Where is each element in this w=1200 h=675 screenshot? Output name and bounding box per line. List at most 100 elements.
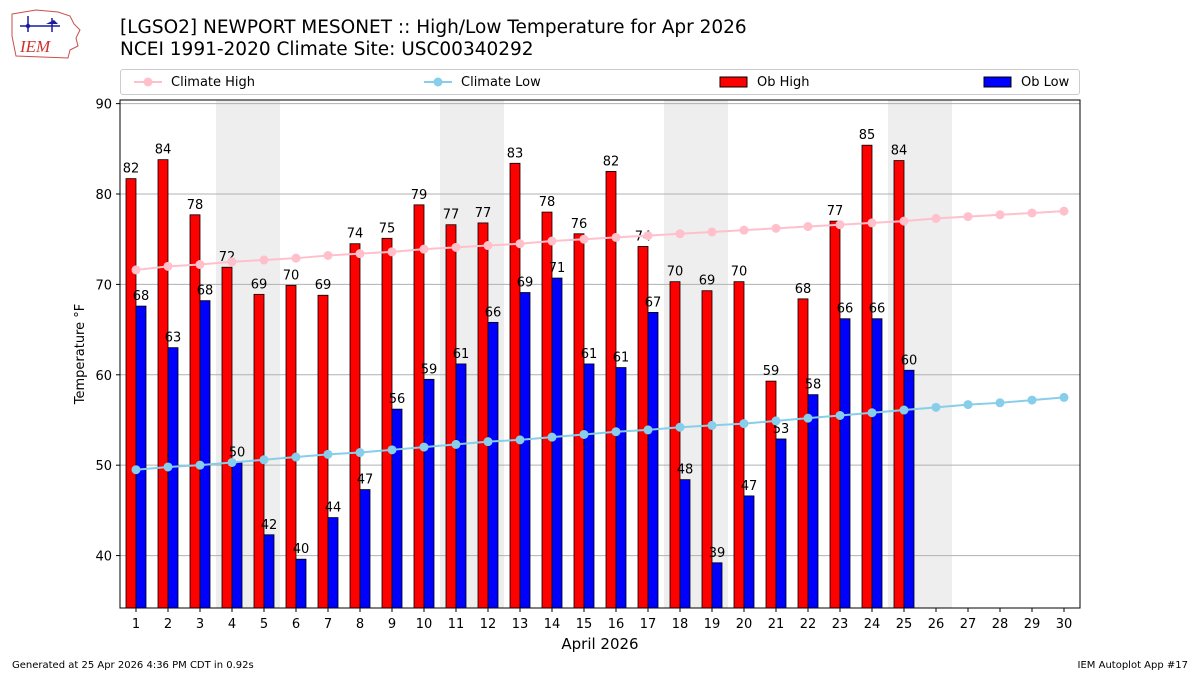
- climate-low-point-day-30: [1059, 392, 1069, 402]
- ob-high-label-day-15: 76: [571, 217, 588, 232]
- ob-high-label-day-9: 75: [379, 221, 396, 236]
- ob-high-bar-day-21: [765, 380, 777, 609]
- ob-high-label-day-18: 70: [667, 265, 684, 280]
- ob-high-bar-day-13: [509, 162, 521, 609]
- ob-low-bar-day-18: [679, 479, 691, 609]
- iem-logo: IEM: [11, 9, 81, 59]
- ob-high-label-day-12: 77: [475, 206, 492, 221]
- ob-high-label-day-11: 77: [443, 208, 460, 223]
- climate-high-point-day-15: [579, 234, 589, 244]
- ob-low-bar-day-2: [167, 347, 179, 609]
- climate-high-point-day-19: [707, 227, 717, 237]
- y-tick-label-40: 40: [95, 550, 112, 565]
- x-tick-label-19: 19: [704, 617, 721, 632]
- climate-high-point-day-13: [515, 239, 525, 249]
- chart-legend: Climate High Climate Low Ob High Ob Low: [120, 69, 1080, 95]
- climate-low-point-day-17: [643, 425, 653, 435]
- x-tick-label-5: 5: [260, 617, 268, 632]
- ob-high-bar-day-11: [445, 224, 457, 609]
- ob-low-label-day-8: 47: [357, 473, 374, 488]
- climate-low-point-day-14: [547, 432, 557, 442]
- climate-high-point-day-30: [1059, 206, 1069, 216]
- legend-climate-high: Climate High: [133, 70, 255, 94]
- ob-low-label-day-5: 42: [261, 518, 278, 533]
- ob-low-label-day-2: 63: [165, 331, 182, 346]
- ob-low-label-day-9: 56: [389, 392, 406, 407]
- climate-high-point-day-24: [867, 218, 877, 228]
- x-tick-label-11: 11: [448, 617, 465, 632]
- ob-low-bar-day-7: [327, 517, 339, 609]
- climate-high-point-day-8: [355, 249, 365, 259]
- ob-high-label-day-25: 84: [891, 144, 908, 159]
- x-tick-label-4: 4: [228, 617, 236, 632]
- climate-high-point-day-12: [483, 241, 493, 251]
- ob-low-label-day-21: 53: [773, 422, 790, 437]
- chart-title: [LGSO2] NEWPORT MESONET :: High/Low Temp…: [120, 17, 747, 61]
- ob-high-bar-day-8: [349, 243, 361, 609]
- x-tick-label-13: 13: [512, 617, 529, 632]
- climate-high-point-day-27: [963, 212, 973, 222]
- ob-low-label-day-12: 66: [485, 305, 502, 320]
- x-tick-label-22: 22: [800, 617, 817, 632]
- y-tick-label-90: 90: [95, 98, 112, 113]
- ob-low-label-day-19: 39: [709, 546, 726, 561]
- logo-text: IEM: [19, 37, 51, 56]
- x-tick-label-17: 17: [640, 617, 657, 632]
- x-tick-label-8: 8: [356, 617, 364, 632]
- x-tick-label-24: 24: [864, 617, 881, 632]
- climate-low-point-day-3: [195, 460, 205, 470]
- ob-high-label-day-3: 78: [187, 198, 204, 213]
- x-tick-label-6: 6: [292, 617, 300, 632]
- title-line-1: [LGSO2] NEWPORT MESONET :: High/Low Temp…: [120, 17, 747, 38]
- climate-low-point-day-20: [739, 419, 749, 429]
- climate-low-line-icon: [424, 77, 452, 87]
- climate-low-point-day-1: [131, 465, 141, 475]
- climate-high-point-day-26: [931, 213, 941, 223]
- ob-low-bar-day-3: [199, 300, 211, 609]
- x-tick-label-12: 12: [480, 617, 497, 632]
- climate-low-line: [135, 396, 1065, 471]
- climate-high-point-day-16: [611, 232, 621, 242]
- ob-high-label-day-2: 84: [155, 143, 172, 158]
- app-credit: IEM Autoplot App #17: [1077, 660, 1188, 671]
- ob-low-label-day-20: 47: [741, 479, 758, 494]
- climate-high-point-day-3: [195, 260, 205, 270]
- ob-low-bar-day-1: [135, 305, 147, 609]
- x-tick-label-9: 9: [388, 617, 396, 632]
- climate-high-point-day-7: [323, 250, 333, 260]
- climate-low-point-day-7: [323, 449, 333, 459]
- ob-low-label-day-11: 61: [453, 347, 470, 362]
- climate-low-point-day-5: [259, 455, 269, 465]
- ob-low-bar-day-21: [775, 438, 787, 609]
- ob-low-label-day-15: 61: [581, 347, 598, 362]
- ob-low-bar-day-10: [423, 378, 435, 609]
- climate-high-point-day-17: [643, 231, 653, 241]
- ob-low-bar-day-9: [391, 408, 403, 609]
- legend-label-climate-low: Climate Low: [461, 74, 541, 90]
- climate-low-point-day-19: [707, 420, 717, 430]
- plot-frame: [119, 99, 1081, 609]
- ob-low-label-day-14: 71: [549, 261, 566, 276]
- ob-low-label-day-23: 66: [837, 302, 854, 317]
- x-tick-label-2: 2: [164, 617, 172, 632]
- climate-low-point-day-2: [163, 462, 173, 472]
- ob-high-label-day-8: 74: [347, 227, 364, 242]
- ob-low-label-day-16: 61: [613, 351, 630, 366]
- climate-high-point-day-21: [771, 223, 781, 233]
- ob-low-bar-day-4: [231, 462, 243, 609]
- x-axis-label: April 2026: [561, 635, 638, 653]
- ob-high-bar-day-25: [893, 160, 905, 609]
- legend-label-ob-high: Ob High: [757, 74, 810, 90]
- climate-high-point-day-25: [899, 216, 909, 226]
- ob-high-label-day-24: 85: [859, 128, 876, 143]
- y-tick-label-70: 70: [95, 278, 112, 293]
- ob-low-bar-day-12: [487, 321, 499, 609]
- ob-low-bar-day-23: [839, 318, 851, 609]
- title-line-2: NCEI 1991-2020 Climate Site: USC00340292: [120, 39, 534, 60]
- climate-high-point-day-4: [227, 257, 237, 267]
- ob-high-bar-day-18: [669, 281, 681, 609]
- ob-high-bar-day-10: [413, 204, 425, 609]
- ob-high-label-day-14: 78: [539, 195, 556, 210]
- ob-high-label-day-21: 59: [763, 364, 780, 379]
